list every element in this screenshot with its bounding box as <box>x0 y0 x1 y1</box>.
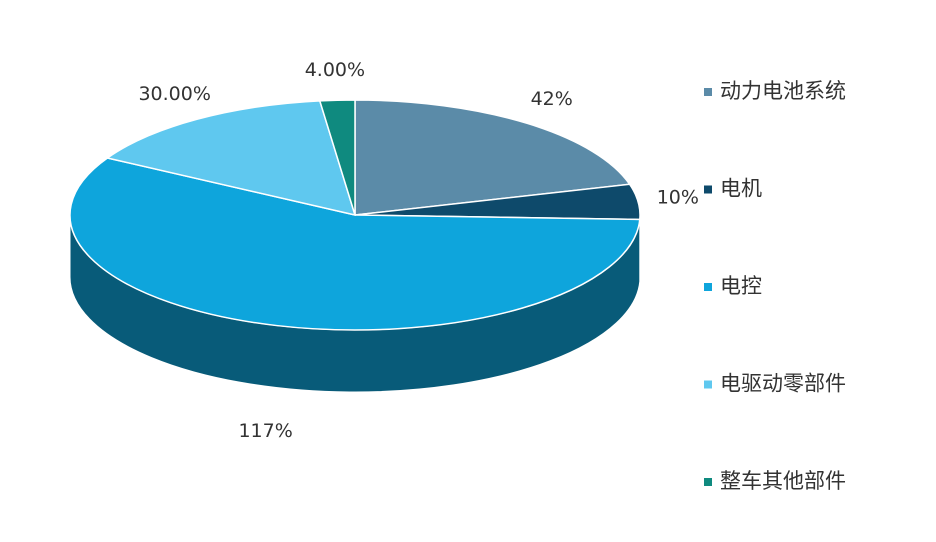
value-label: 10% <box>657 187 699 209</box>
legend-label: 动力电池系统 <box>720 79 846 103</box>
value-label: 4.00% <box>305 59 365 81</box>
legend-swatch <box>704 88 712 96</box>
slice <box>69 157 641 331</box>
slice <box>354 99 631 216</box>
value-label: 30.00% <box>138 83 210 105</box>
value-label: 42% <box>531 88 573 110</box>
legend-label: 电驱动零部件 <box>720 372 846 396</box>
slice <box>318 99 356 216</box>
legend-swatch <box>704 185 712 194</box>
legend-label: 电控 <box>720 274 762 298</box>
legend-label: 电机 <box>720 177 762 201</box>
legend-swatch <box>704 478 712 486</box>
legend-swatch <box>704 380 712 389</box>
legend-swatch <box>704 283 712 291</box>
slice <box>105 100 357 217</box>
value-label: 117% <box>238 420 292 442</box>
legend-label: 整车其他部件 <box>720 469 846 493</box>
